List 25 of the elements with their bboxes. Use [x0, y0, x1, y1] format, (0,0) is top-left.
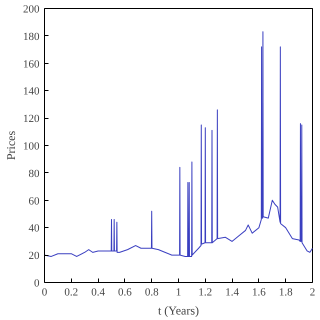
y-tick-label: 0	[34, 278, 40, 290]
y-axis-title: Prices	[4, 130, 18, 160]
y-tick-label: 180	[23, 30, 40, 43]
y-tick-label: 120	[23, 113, 40, 126]
x-tick-label: 0.2	[64, 286, 78, 298]
x-tick-label: 1.8	[278, 286, 294, 298]
x-tick-label: 1.6	[252, 286, 266, 298]
x-tick-label: 0.4	[91, 286, 106, 298]
y-tick-label: 160	[23, 58, 40, 70]
y-tick-label: 100	[23, 140, 40, 152]
y-tick-label: 200	[23, 4, 40, 16]
x-tick-label: 1	[176, 286, 182, 298]
x-tick-label: 0.8	[144, 286, 160, 298]
y-tick-label: 60	[28, 195, 40, 208]
y-tick-label: 140	[23, 86, 40, 98]
x-tick-label: 0.6	[118, 286, 132, 298]
x-tick-label: 1.4	[225, 286, 240, 298]
y-tick-label: 20	[28, 250, 40, 262]
x-tick-label: 2	[310, 286, 316, 298]
x-tick-label: 0	[42, 286, 48, 298]
x-tick-label: 1.2	[198, 286, 212, 298]
line-series	[44, 31, 312, 257]
y-tick-label: 80	[28, 168, 40, 180]
y-tick-label: 40	[28, 222, 40, 235]
x-axis-title: t (Years)	[158, 304, 200, 318]
